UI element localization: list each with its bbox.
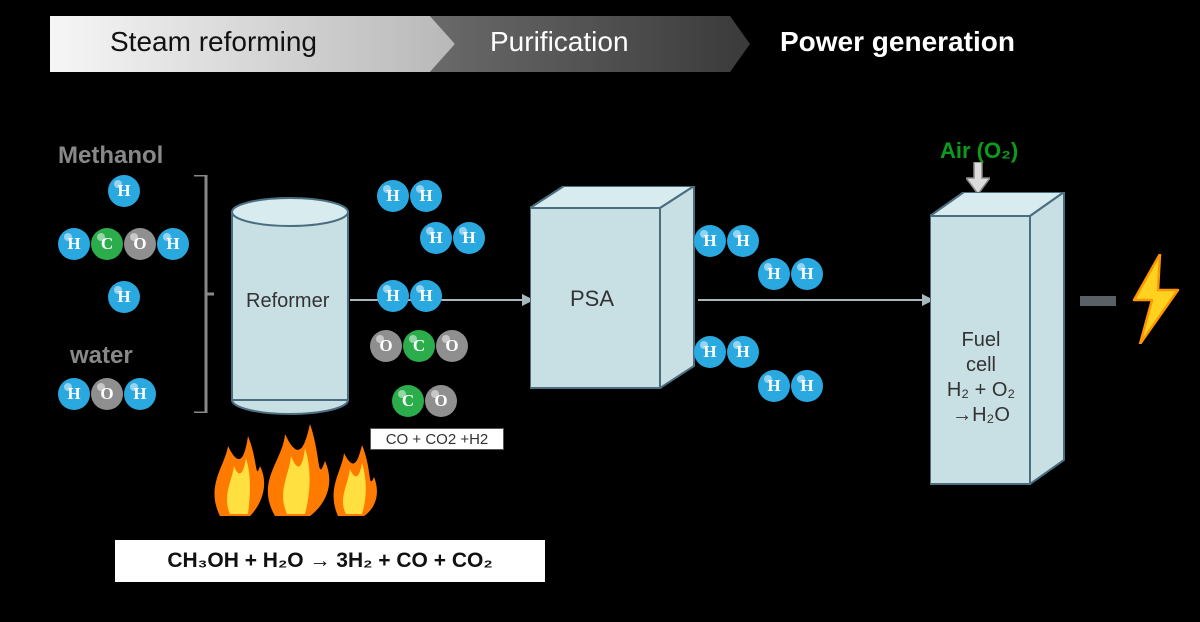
h-atom: H [420, 222, 452, 254]
o-atom: O [436, 330, 468, 362]
h-atom: H [727, 336, 759, 368]
c-atom: C [91, 228, 123, 260]
h-atom: H [124, 378, 156, 410]
lightning-icon [1126, 254, 1186, 344]
o-atom: O [425, 385, 457, 417]
stage-3-label: Power generation [780, 26, 1015, 58]
h-atom: H [791, 258, 823, 290]
output-dash [1080, 292, 1120, 312]
stage-1-label: Steam reforming [110, 26, 317, 58]
h-atom: H [758, 258, 790, 290]
h-atom: H [791, 370, 823, 402]
air-label: Air (O₂) [940, 138, 1018, 164]
o-atom: O [124, 228, 156, 260]
o-atom: O [91, 378, 123, 410]
h-atom: H [157, 228, 189, 260]
h-atom: H [694, 336, 726, 368]
arrow-to-fuelcell [698, 292, 934, 308]
c-atom: C [403, 330, 435, 362]
h-atom: H [727, 225, 759, 257]
h-atom: H [410, 180, 442, 212]
fuelcell-label: Fuel cell H₂ + O₂ →H₂O [940, 328, 1022, 428]
h-atom: H [108, 281, 140, 313]
h-atom: H [377, 280, 409, 312]
fire-icon [200, 406, 390, 526]
equation-box: CH₃OH + H₂O → 3H₂ + CO + CO₂ [115, 540, 545, 582]
h-atom: H [108, 175, 140, 207]
air-arrow-icon [966, 162, 990, 196]
o-atom: O [370, 330, 402, 362]
h-atom: H [694, 225, 726, 257]
h-atom: H [453, 222, 485, 254]
water-label: water [70, 342, 133, 370]
reformer-label: Reformer [246, 290, 329, 313]
h-atom: H [410, 280, 442, 312]
h-atom: H [758, 370, 790, 402]
h-atom: H [58, 378, 90, 410]
c-atom: C [392, 385, 424, 417]
input-bracket [194, 175, 214, 413]
stage-2-label: Purification [490, 26, 629, 58]
psa-label: PSA [570, 286, 614, 312]
h-atom: H [58, 228, 90, 260]
mix-caption-box: CO + CO2 +H2 [370, 428, 504, 450]
h-atom: H [377, 180, 409, 212]
methanol-label: Methanol [58, 142, 163, 170]
